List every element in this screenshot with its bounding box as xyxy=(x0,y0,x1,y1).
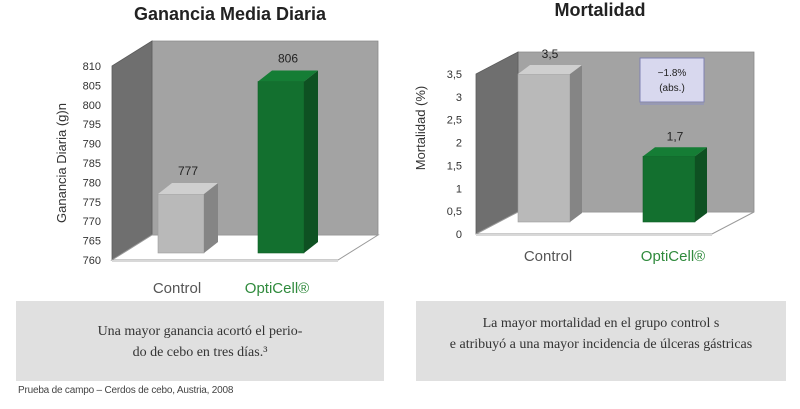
caption-left-line-2: do de cebo en tres días.³ xyxy=(132,345,268,360)
chart-title-mortalidad: Mortalidad xyxy=(554,0,646,20)
bar-opticell xyxy=(642,147,707,223)
caption-right-line-2: e atribuyó a una mayor incidencia de úlc… xyxy=(449,337,753,352)
source-note: Prueba de campo – Cerdos de cebo, Austri… xyxy=(18,385,234,396)
bar-opticell xyxy=(257,70,318,254)
caption-right-line-1: La mayor mortalidad en el grupo control … xyxy=(482,316,720,331)
y-tick-label: 795 xyxy=(83,119,101,131)
y-tick-label: 3 xyxy=(456,92,462,104)
bar-top xyxy=(643,147,707,157)
y-tick-label: 780 xyxy=(83,177,101,189)
y-tick-label: 805 xyxy=(83,80,101,92)
category-label: Control xyxy=(524,248,572,265)
y-tick-label: 1 xyxy=(456,183,462,195)
y-tick-label: 0,5 xyxy=(447,206,462,218)
bar-top xyxy=(518,65,582,74)
bar-side xyxy=(570,65,582,222)
bar-side xyxy=(304,70,318,254)
y-tick-label: 2 xyxy=(456,138,462,150)
bar-front xyxy=(642,155,696,223)
caption-left: Una mayor ganancia acortó el perio- do d… xyxy=(16,301,384,381)
bar-control xyxy=(157,183,218,254)
y-axis-label: Ganancia Diaria (g)n xyxy=(54,103,69,223)
bar-front xyxy=(257,81,305,254)
category-label: OptiCell® xyxy=(245,280,309,297)
y-tick-label: 0 xyxy=(456,229,462,241)
bar-control xyxy=(517,65,582,223)
floor-edge xyxy=(476,234,712,236)
annotation-text: (abs.) xyxy=(659,83,685,94)
annotation-text: −1.8% xyxy=(658,68,687,79)
chart-title-ganancia: Ganancia Media Diaria xyxy=(133,4,327,24)
y-tick-label: 770 xyxy=(83,216,101,228)
caption-right: La mayor mortalidad en el grupo control … xyxy=(416,301,786,381)
y-tick-label: 785 xyxy=(83,158,101,170)
y-tick-label: 775 xyxy=(83,197,101,209)
chart-mortalidad: 0 0,5 1 1,5 2 2,5 3 3,5 Mortalidad (%) 3,5 Control… xyxy=(413,47,755,265)
data-label: 1,7 xyxy=(667,129,684,143)
y-tick-label: 800 xyxy=(83,100,101,112)
floor-edge xyxy=(112,260,338,262)
bar-top xyxy=(258,70,318,82)
data-label: 777 xyxy=(178,164,198,178)
bar-top xyxy=(158,183,218,195)
data-label: 3,5 xyxy=(542,47,559,61)
chart-ganancia: 760 765 770 775 780 785 790 795 800 805 810 Gananci… xyxy=(54,40,380,297)
y-tick-label: 1,5 xyxy=(447,160,462,172)
annotation-box xyxy=(639,57,705,103)
side-wall xyxy=(475,51,519,235)
bar-side xyxy=(695,147,707,222)
data-label: 806 xyxy=(278,52,298,66)
category-label: Control xyxy=(153,280,201,297)
category-label: OptiCell® xyxy=(641,248,705,265)
y-tick-label: 790 xyxy=(83,139,101,151)
y-tick-label: 765 xyxy=(83,236,101,248)
y-axis-label: Mortalidad (%) xyxy=(413,86,428,171)
y-tick-label: 2,5 xyxy=(447,115,462,127)
y-tick-label: 810 xyxy=(83,61,101,73)
caption-left-line-1: Una mayor ganancia acortó el perio- xyxy=(97,324,303,339)
bar-side xyxy=(204,183,218,253)
y-tick-label: 3,5 xyxy=(447,69,462,81)
y-tick-label: 760 xyxy=(83,255,101,267)
bar-front xyxy=(517,73,571,223)
